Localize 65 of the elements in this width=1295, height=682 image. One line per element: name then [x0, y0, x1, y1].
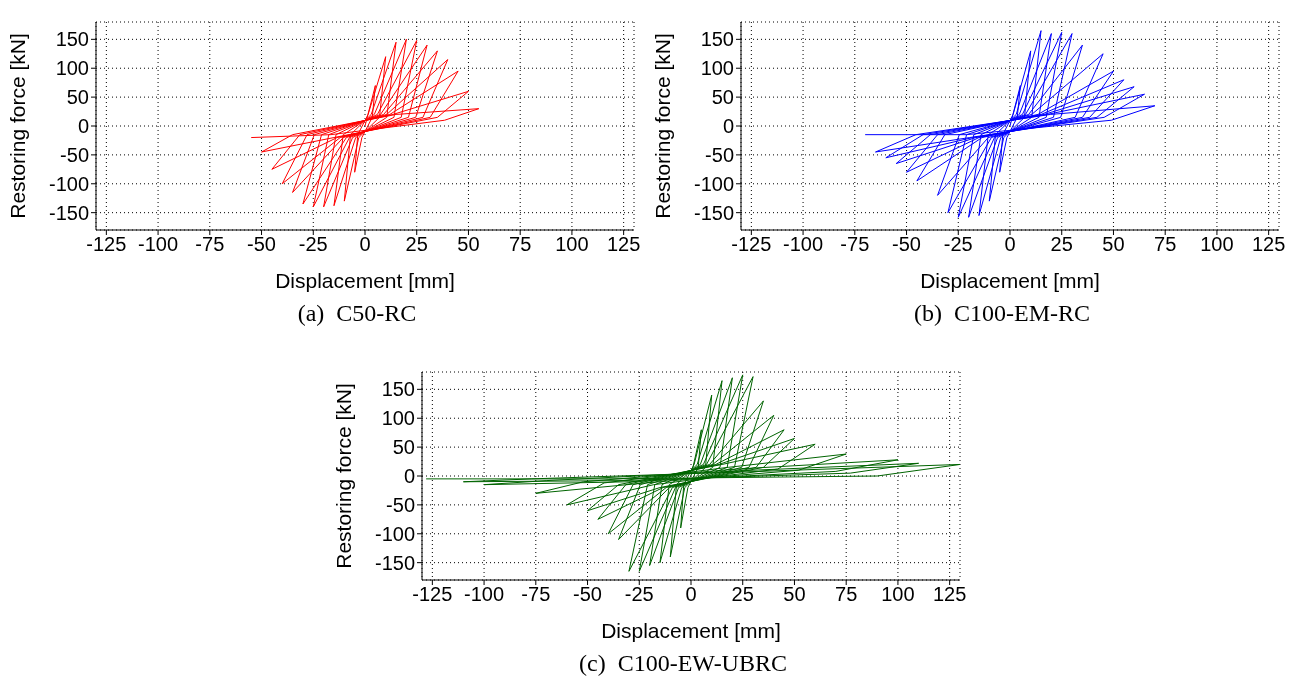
x-tick-label: -50	[573, 583, 602, 606]
y-tick-label: -100	[693, 172, 734, 195]
x-tick-label: 25	[405, 233, 428, 256]
x-tick-label: 125	[932, 583, 967, 606]
line-series	[864, 30, 1156, 218]
y-axis-title: Restoring force [kN]	[6, 33, 30, 219]
x-tick-label: 100	[555, 233, 589, 256]
x-tick-label: -125	[412, 583, 453, 606]
text: (c) C100-EW-UBRC	[578, 650, 788, 677]
x-tick-label: 0	[359, 233, 371, 256]
text: (b) C100-EM-RC	[913, 300, 1091, 327]
x-tick-label: -100	[138, 233, 179, 256]
x-tick-label: -25	[298, 233, 328, 256]
y-axis-title: Restoring force [kN]	[332, 383, 356, 569]
x-tick-label: 125	[606, 233, 641, 256]
x-tick-label: 25	[1050, 233, 1073, 256]
x-tick-label: 75	[509, 233, 532, 256]
x-tick-label: -75	[840, 233, 870, 256]
y-tick-label: 100	[700, 57, 734, 80]
x-tick-label: 50	[783, 583, 806, 606]
y-tick-label: -150	[48, 201, 89, 224]
y-tick-label: 0	[403, 465, 415, 488]
x-tick-label: -50	[247, 233, 276, 256]
x-axis-title: Displacement [mm]	[275, 269, 455, 292]
y-tick-label: -50	[705, 143, 734, 166]
text: (a) C50-RC	[296, 300, 418, 327]
y-tick-label: 100	[55, 57, 89, 80]
x-tick-label: -100	[464, 583, 505, 606]
x-tick-label: 75	[835, 583, 858, 606]
x-tick-label: -75	[195, 233, 225, 256]
y-axis-title: Restoring force [kN]	[651, 33, 675, 219]
y-tick-label: 50	[711, 86, 734, 109]
y-tick-label: 100	[381, 407, 415, 430]
x-tick-label: -75	[521, 583, 551, 606]
x-tick-label: -100	[783, 233, 824, 256]
y-tick-label: 150	[700, 28, 734, 51]
x-tick-label: 75	[1154, 233, 1177, 256]
line-series	[425, 374, 960, 572]
line-series	[250, 38, 480, 208]
x-tick-label: 100	[1200, 233, 1234, 256]
x-tick-label: 100	[881, 583, 915, 606]
y-tick-label: -50	[60, 143, 89, 166]
x-tick-label: 50	[1102, 233, 1125, 256]
x-tick-label: -25	[624, 583, 654, 606]
y-tick-label: 0	[722, 115, 734, 138]
x-tick-label: -125	[731, 233, 772, 256]
x-tick-label: 125	[1251, 233, 1286, 256]
x-tick-label: 0	[1004, 233, 1016, 256]
y-tick-label: 150	[381, 378, 415, 401]
x-tick-label: -25	[943, 233, 973, 256]
y-tick-label: 0	[77, 115, 89, 138]
x-tick-label: 25	[731, 583, 754, 606]
y-tick-label: 50	[392, 436, 415, 459]
x-tick-label: 50	[457, 233, 480, 256]
x-tick-label: -125	[86, 233, 127, 256]
y-tick-label: -150	[374, 551, 415, 574]
y-tick-label: -150	[693, 201, 734, 224]
y-tick-label: -100	[374, 522, 415, 545]
x-tick-label: -50	[892, 233, 921, 256]
y-tick-label: 50	[66, 86, 89, 109]
x-axis-title: Displacement [mm]	[601, 619, 781, 642]
y-tick-label: -100	[48, 172, 89, 195]
y-tick-label: 150	[55, 28, 89, 51]
x-axis-title: Displacement [mm]	[920, 269, 1100, 292]
y-tick-label: -50	[386, 493, 415, 516]
